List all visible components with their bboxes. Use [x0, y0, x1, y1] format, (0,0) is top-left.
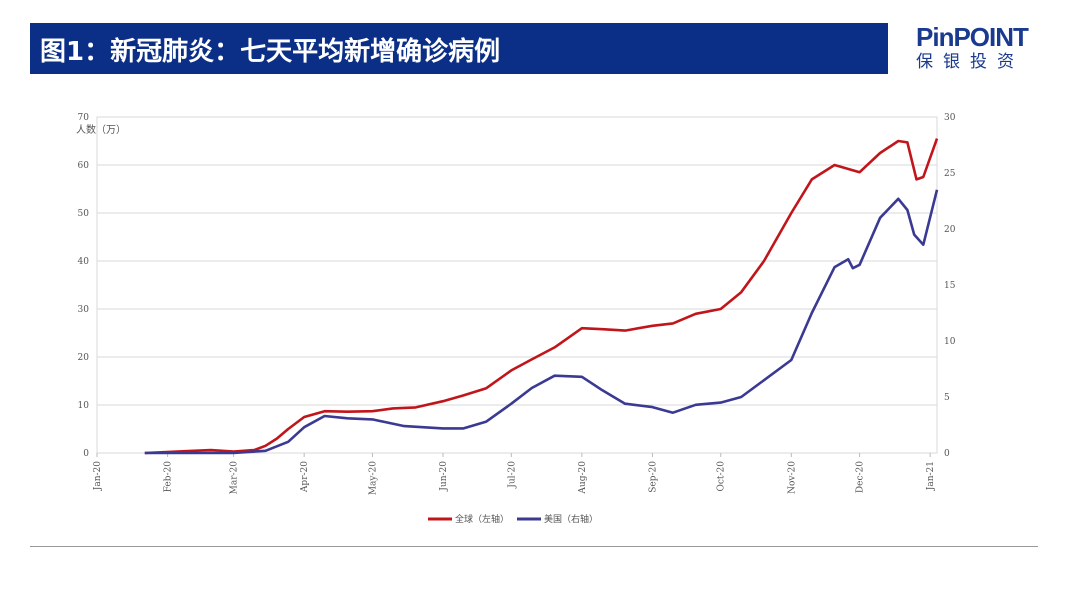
title-banner: 图1：新冠肺炎：七天平均新增确诊病例 — [30, 23, 888, 74]
y2-tick-label: 0 — [944, 449, 950, 459]
y2-tick-label: 5 — [944, 393, 950, 403]
x-tick-label: Aug-20 — [578, 461, 588, 495]
x-tick-label: Sep-20 — [648, 461, 658, 493]
y2-tick-label: 15 — [944, 281, 956, 291]
x-tick-label: Jul-20 — [507, 461, 517, 489]
x-tick-label: Mar-20 — [230, 461, 240, 495]
y-tick-label: 10 — [78, 401, 90, 411]
slide-title: 图1：新冠肺炎：七天平均新增确诊病例 — [40, 37, 501, 67]
plot-area — [96, 116, 938, 454]
y2-tick-label: 30 — [944, 113, 956, 123]
x-tick-label: Oct-20 — [717, 461, 727, 492]
x-tick-label: Apr-20 — [300, 461, 310, 493]
y-tick-label: 30 — [78, 305, 90, 315]
x-tick-label: Jan-20 — [93, 461, 103, 492]
x-tick-label: May-20 — [368, 461, 378, 495]
y-tick-label: 0 — [83, 449, 89, 459]
legend-label-us: 美国（右轴） — [544, 513, 598, 525]
y-tick-label: 60 — [78, 161, 90, 171]
logo-en: PinPOINT — [916, 22, 1029, 52]
x-tick-label: Jan-21 — [926, 461, 936, 491]
y-axis-label: 人数（万） — [76, 123, 126, 136]
series-line-us — [144, 189, 939, 455]
legend: 全球（左轴） 美国（右轴） — [428, 513, 598, 525]
x-tick-label: Jun-20 — [439, 461, 449, 492]
y2-tick-label: 20 — [944, 225, 956, 235]
footer-divider — [30, 546, 1038, 547]
y2-tick-label: 10 — [944, 337, 956, 347]
legend-label-global: 全球（左轴） — [455, 513, 509, 525]
x-tick-label: Feb-20 — [164, 461, 174, 493]
y2-tick-label: 25 — [944, 169, 956, 179]
x-tick-label: Nov-20 — [787, 461, 797, 494]
y-tick-label: 20 — [78, 353, 90, 363]
logo-cn: 保银投资 — [916, 52, 1024, 72]
y-tick-label: 50 — [78, 209, 90, 219]
company-logo: PinPOINT 保银投资 — [916, 24, 1051, 74]
series-line-global — [144, 138, 939, 455]
x-tick-label: Dec-20 — [856, 461, 866, 493]
y-tick-label: 40 — [78, 257, 90, 267]
y-tick-label: 70 — [78, 113, 90, 123]
